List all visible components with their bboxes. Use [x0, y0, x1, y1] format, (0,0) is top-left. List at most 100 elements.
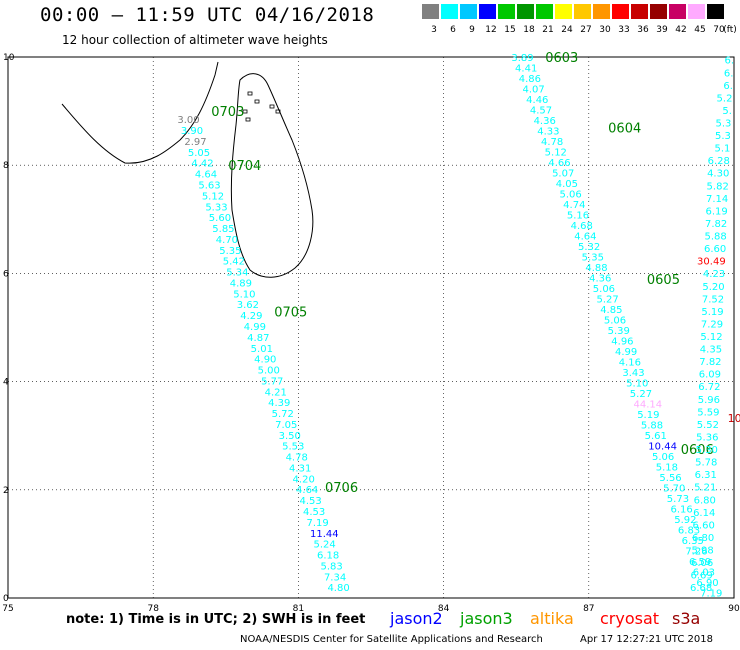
- x-tick-label: 81: [293, 604, 304, 614]
- far-east-track-swh-value: 5.78: [695, 458, 717, 469]
- east-track-swh-value: 5.06: [593, 284, 615, 295]
- east-track-time-label: 0606: [681, 443, 714, 458]
- scale-label: 6: [450, 25, 456, 35]
- scale-label: 24: [561, 25, 573, 35]
- far-east-track-swh-value: 6.60: [704, 244, 726, 255]
- scale-swatch: [669, 4, 686, 19]
- west-track-swh-value: 4.64: [296, 485, 318, 496]
- west-track-swh-value: 4.87: [247, 333, 269, 344]
- east-track-swh-value: 5.18: [656, 463, 678, 474]
- scale-label: 42: [675, 25, 687, 35]
- west-track-swh-value: 6.18: [317, 551, 339, 562]
- far-east-track-swh-value: 4.23: [703, 269, 725, 280]
- scale-label: 15: [504, 25, 516, 35]
- scale-swatch: [422, 4, 439, 19]
- far-east-track-swh-value: 5.2: [717, 93, 733, 104]
- west-track-swh-value: 4.80: [327, 583, 349, 594]
- east-track-swh-value: 6.59: [689, 557, 711, 568]
- far-east-track-swh-value: 5.82: [707, 181, 729, 192]
- west-track-swh-value: 3.90: [181, 126, 203, 137]
- axis-ticks: 75 78 81 84 87 90 0 2 4 6 8 10: [2, 53, 740, 614]
- satellite-tracks: 3.003.902.975.054.424.645.635.125.335.60…: [177, 51, 740, 600]
- east-track-swh-value: 10.44: [648, 442, 677, 453]
- east-track-swh-value: 4.46: [526, 95, 548, 106]
- east-track-swh-value: 6.83: [678, 526, 700, 537]
- east-track-swh-value: 4.96: [611, 337, 633, 348]
- east-track-swh-value: 4.36: [589, 274, 611, 285]
- west-track-swh-value: 7.34: [324, 572, 346, 583]
- west-track-swh-value: 3.62: [237, 300, 259, 311]
- far-east-track-swh-value: 7.82: [699, 357, 721, 368]
- coast-islet: [247, 91, 253, 96]
- east-track-time-label: 0605: [647, 273, 680, 288]
- far-east-track-swh-value: 4.30: [707, 169, 729, 180]
- scale-swatch: [631, 4, 648, 19]
- x-tick-label: 87: [583, 604, 594, 614]
- far-east-track-swh-value: 6.68: [690, 583, 712, 594]
- west-track-swh-value: 4.29: [240, 311, 262, 322]
- east-track-swh-value: 6.90: [696, 578, 718, 589]
- far-east-track-swh-value: 6.19: [706, 206, 728, 217]
- east-track-time-label: 0603: [545, 51, 578, 66]
- far-east-track-swh-value: 5.52: [697, 420, 719, 431]
- east-track-swh-value: 7.19: [700, 589, 722, 600]
- west-track-swh-value: 4.39: [268, 398, 290, 409]
- east-track-swh-value: 5.10: [626, 379, 648, 390]
- x-tick-label: 90: [728, 604, 740, 614]
- far-east-track-swh-value: 5.20: [702, 282, 724, 293]
- scale-swatch: [688, 4, 705, 19]
- far-east-track-swh-value: 30.49: [697, 257, 726, 268]
- scale-swatch: [536, 4, 553, 19]
- east-track-swh-value: 5.92: [674, 515, 696, 526]
- east-track-swh-value: 4.99: [615, 347, 637, 358]
- far-east-track-swh-value: 6.14: [693, 508, 715, 519]
- west-track-swh-value: 4.90: [254, 355, 276, 366]
- y-tick-label: 4: [3, 378, 9, 388]
- east-track-swh-value: 5.39: [608, 326, 630, 337]
- west-track-swh-value: 5.05: [188, 148, 210, 159]
- far-east-track-swh-value: 6.60: [693, 520, 715, 531]
- east-track-swh-value: 4.86: [519, 74, 541, 85]
- scale-swatch: [707, 4, 724, 19]
- scale-swatch: [441, 4, 458, 19]
- east-track-swh-value: 4.16: [619, 358, 641, 369]
- east-track-swh-value: 3.89: [511, 53, 533, 64]
- far-east-track-swh-value: 5.59: [697, 407, 719, 418]
- satellite-label-cryosat: cryosat: [600, 609, 660, 628]
- west-track-swh-value: 5.83: [320, 561, 342, 572]
- far-east-track-swh-value: 6.72: [698, 382, 720, 393]
- east-track-swh-value: 5.27: [630, 389, 652, 400]
- west-track-time-label: 0703: [211, 105, 244, 120]
- far-east-track-swh-value: 5.1: [714, 144, 730, 155]
- east-track-swh-value: 6.16: [671, 505, 693, 516]
- west-track-swh-value: 5.12: [202, 191, 224, 202]
- east-track-swh-value: 3.43: [622, 368, 644, 379]
- far-east-track-swh-value: 5.3: [716, 118, 732, 129]
- page-title: 00:00 – 11:59 UTC 04/16/2018: [40, 4, 375, 26]
- scale-label: 39: [656, 25, 668, 35]
- satellite-label-s3a: s3a: [672, 609, 701, 628]
- y-tick-label: 10: [3, 53, 15, 63]
- east-track-swh-value: 4.74: [563, 200, 585, 211]
- west-track-swh-value: 4.20: [293, 474, 315, 485]
- west-track-swh-value: 5.24: [313, 540, 335, 551]
- edge-swh-value: 10: [728, 412, 740, 425]
- coast-islet: [275, 109, 281, 114]
- west-track-swh-value: 5.72: [272, 409, 294, 420]
- far-east-track-swh-value: 5.88: [704, 232, 726, 243]
- scale-swatch: [650, 4, 667, 19]
- scale-label: 30: [599, 25, 611, 35]
- east-track-time-label: 0604: [608, 121, 641, 136]
- east-track-swh-value: 5.12: [545, 148, 567, 159]
- footer-source: NOAA/NESDIS Center for Satellite Applica…: [240, 634, 543, 645]
- east-track-swh-value: 5.56: [659, 473, 681, 484]
- far-east-track-swh-value: 7.52: [702, 294, 724, 305]
- x-tick-label: 84: [438, 604, 450, 614]
- far-east-track-swh-value: 5.: [722, 106, 732, 117]
- west-track-swh-value: 5.42: [223, 257, 245, 268]
- y-tick-label: 8: [3, 161, 9, 171]
- scale-label: 36: [637, 25, 649, 35]
- scale-label: 12: [485, 25, 497, 35]
- scale-label: 21: [542, 25, 554, 35]
- scale-swatch: [593, 4, 610, 19]
